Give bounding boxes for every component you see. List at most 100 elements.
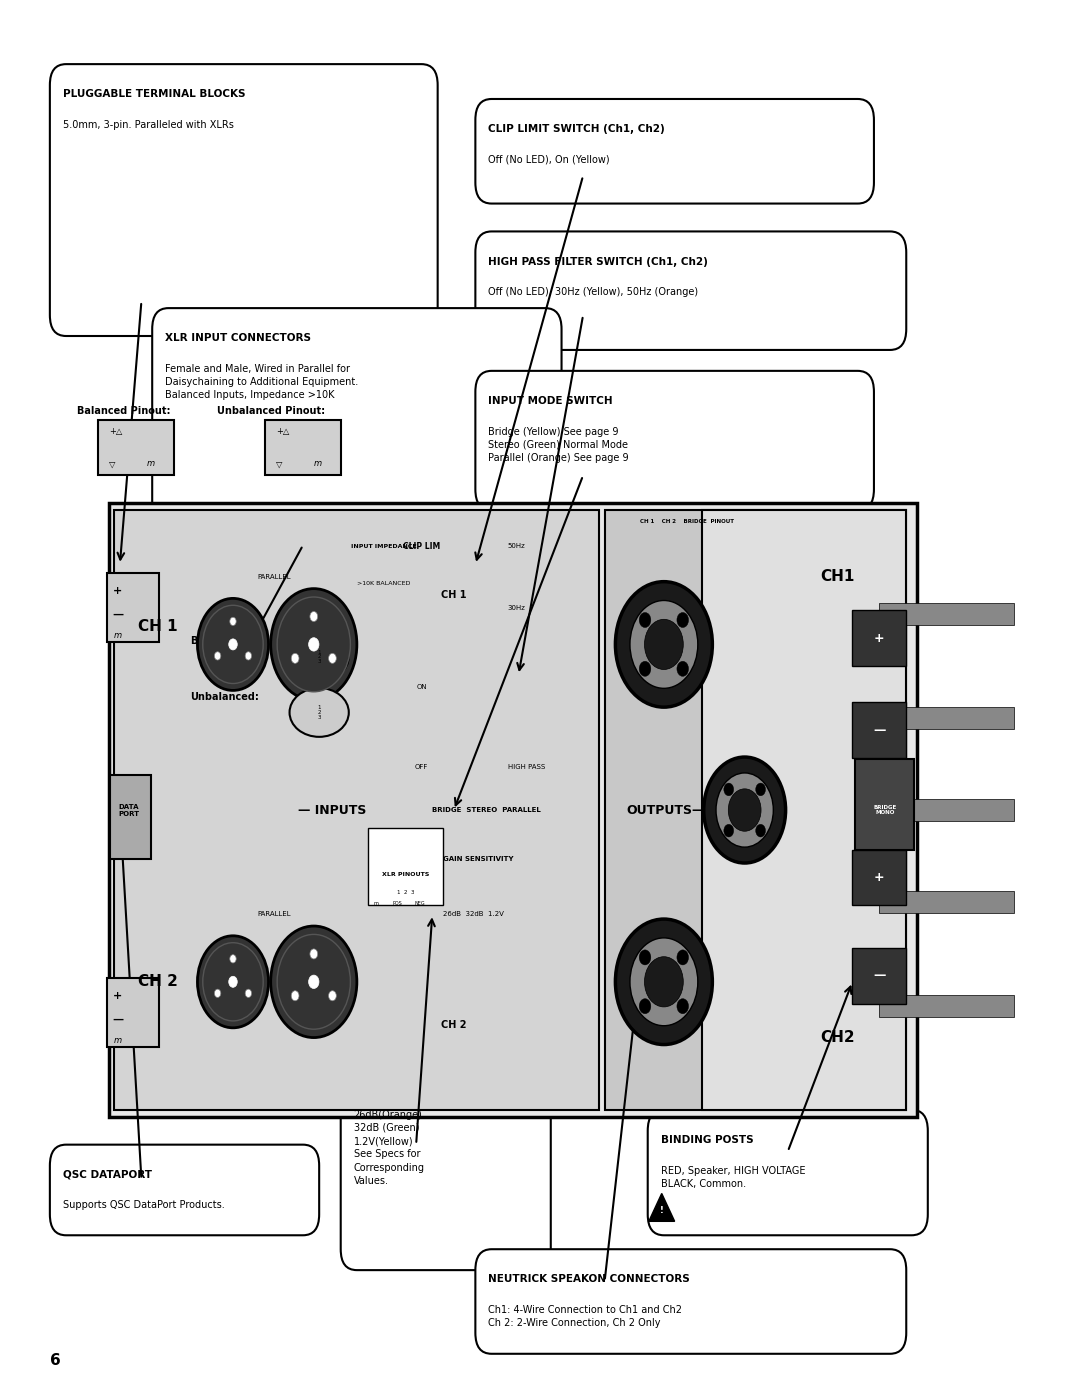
Text: ON: ON (416, 685, 427, 690)
Circle shape (677, 950, 689, 965)
Text: +: + (113, 990, 122, 1000)
Text: CLIP LIM: CLIP LIM (403, 542, 441, 550)
Text: NEUTRICK SPEAKON CONNECTORS: NEUTRICK SPEAKON CONNECTORS (488, 1274, 690, 1284)
Text: Off (No LED), 30Hz (Yellow), 50Hz (Orange): Off (No LED), 30Hz (Yellow), 50Hz (Orang… (488, 288, 699, 298)
Text: Balanced:: Balanced: (190, 636, 244, 645)
Circle shape (230, 617, 237, 626)
Bar (852, 610, 906, 666)
Bar (98, 419, 174, 475)
Text: POS: POS (393, 901, 403, 905)
Text: CH1: CH1 (820, 570, 854, 584)
Bar (854, 760, 914, 849)
Circle shape (309, 637, 319, 651)
Circle shape (639, 950, 651, 965)
Circle shape (630, 937, 698, 1025)
Circle shape (704, 757, 785, 863)
Circle shape (677, 999, 689, 1014)
Text: Off (No LED), On (Yellow): Off (No LED), On (Yellow) (488, 155, 610, 165)
Circle shape (198, 598, 269, 690)
Circle shape (229, 638, 238, 650)
Bar (109, 503, 917, 1116)
Text: CH 1    CH 2    BRIDGE  PINOUT: CH 1 CH 2 BRIDGE PINOUT (640, 518, 734, 524)
Circle shape (616, 919, 713, 1045)
Circle shape (203, 943, 264, 1021)
FancyBboxPatch shape (648, 1109, 928, 1235)
Text: DATA
PORT: DATA PORT (118, 803, 139, 816)
Text: QSC DATAPORT: QSC DATAPORT (63, 1169, 152, 1179)
Circle shape (198, 936, 269, 1028)
Text: !: ! (660, 1206, 664, 1214)
Text: ▽: ▽ (109, 460, 116, 468)
Text: NEG: NEG (414, 901, 424, 905)
Circle shape (630, 601, 698, 689)
Circle shape (756, 784, 766, 796)
Ellipse shape (289, 689, 349, 736)
Text: +: + (874, 631, 885, 645)
Text: —: — (112, 1014, 123, 1024)
Circle shape (616, 581, 713, 707)
Text: OUTPUTS—: OUTPUTS— (626, 803, 704, 816)
Circle shape (310, 949, 318, 958)
Text: Female and Male, Wired in Parallel for
Daisychaining to Additional Equipment.
Ba: Female and Male, Wired in Parallel for D… (165, 363, 359, 401)
Text: — INPUTS: — INPUTS (298, 803, 366, 816)
Circle shape (716, 773, 773, 847)
Circle shape (639, 999, 651, 1014)
Text: m: m (113, 631, 122, 640)
Bar (852, 947, 906, 1003)
Text: 5.0mm, 3-pin. Paralleled with XLRs: 5.0mm, 3-pin. Paralleled with XLRs (63, 120, 233, 130)
Text: —: — (112, 609, 123, 619)
Circle shape (724, 824, 733, 837)
Text: Supports QSC DataPort Products.: Supports QSC DataPort Products. (63, 1200, 225, 1210)
Circle shape (677, 661, 689, 676)
Text: CH 2: CH 2 (441, 1020, 467, 1030)
Text: ▽: ▽ (276, 460, 283, 468)
Text: Bridge (Yellow) See page 9
Stereo (Green) Normal Mode
Parallel (Orange) See page: Bridge (Yellow) See page 9 Stereo (Green… (488, 426, 629, 462)
Text: CH 1: CH 1 (441, 591, 467, 601)
Text: HIGH PASS: HIGH PASS (508, 764, 545, 770)
Bar (107, 978, 159, 1048)
Circle shape (328, 990, 336, 1000)
FancyBboxPatch shape (50, 1144, 320, 1235)
Text: GAIN SENSITIVITY: GAIN SENSITIVITY (443, 856, 514, 862)
Text: 26dB  32dB  1.2V: 26dB 32dB 1.2V (443, 911, 504, 918)
Text: m: m (113, 1035, 122, 1045)
Bar (852, 849, 906, 905)
FancyBboxPatch shape (475, 232, 906, 349)
Text: 1
2
3: 1 2 3 (318, 650, 321, 664)
Text: —: — (873, 724, 886, 736)
Bar (879, 707, 1014, 729)
Circle shape (639, 612, 651, 627)
Bar (110, 775, 151, 859)
Text: >10K BALANCED: >10K BALANCED (357, 581, 410, 585)
Circle shape (639, 661, 651, 676)
Circle shape (645, 957, 684, 1007)
Bar (879, 602, 1014, 624)
Circle shape (728, 789, 761, 831)
Text: +: + (113, 585, 122, 597)
Text: INPUT IMPEDANCE: INPUT IMPEDANCE (351, 543, 417, 549)
Text: CH 1: CH 1 (138, 619, 177, 633)
Circle shape (271, 926, 356, 1038)
Text: INPUT MODE SWITCH: INPUT MODE SWITCH (488, 395, 613, 407)
Text: m: m (147, 460, 154, 468)
Text: PLUGGABLE TERMINAL BLOCKS: PLUGGABLE TERMINAL BLOCKS (63, 89, 245, 99)
Bar (879, 891, 1014, 914)
FancyBboxPatch shape (475, 1249, 906, 1354)
Circle shape (328, 654, 336, 664)
Text: —: — (873, 970, 886, 982)
Text: HIGH PASS FILTER SWITCH (Ch1, Ch2): HIGH PASS FILTER SWITCH (Ch1, Ch2) (488, 257, 708, 267)
Circle shape (229, 977, 238, 988)
Bar (702, 510, 906, 1109)
Text: XLR PINOUTS: XLR PINOUTS (381, 872, 429, 877)
Text: INPUT
SENSITIVITY
SWITCH: INPUT SENSITIVITY SWITCH (353, 1078, 426, 1112)
Text: CH 2: CH 2 (137, 974, 177, 989)
Circle shape (271, 588, 356, 700)
Bar (879, 799, 1014, 821)
Circle shape (677, 612, 689, 627)
FancyBboxPatch shape (50, 64, 437, 337)
Text: +△: +△ (276, 426, 289, 436)
Circle shape (230, 954, 237, 963)
Text: RED, Speaker, HIGH VOLTAGE
BLACK, Common.: RED, Speaker, HIGH VOLTAGE BLACK, Common… (661, 1165, 806, 1189)
Text: OFF: OFF (415, 764, 428, 770)
Text: CH2: CH2 (820, 1030, 854, 1045)
